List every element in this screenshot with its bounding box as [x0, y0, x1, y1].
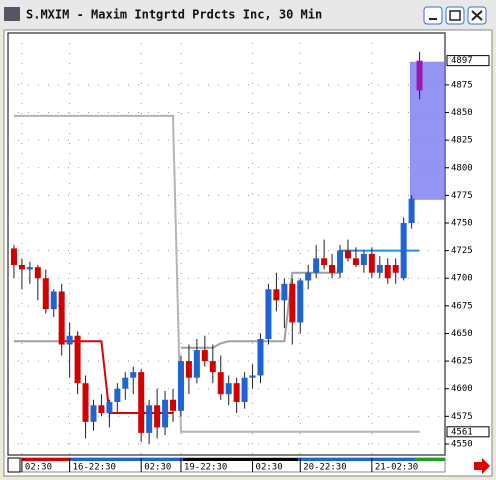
y-tick-label: 4725 [451, 246, 473, 256]
candle-body [193, 350, 200, 378]
session-stripe [415, 458, 445, 461]
price-marker [446, 55, 490, 67]
candle-body [106, 401, 113, 414]
candle-body [177, 361, 184, 411]
candle-body [233, 383, 240, 402]
y-tick-label: 4575 [451, 412, 473, 422]
candle-body [289, 283, 296, 323]
candle-body [352, 258, 359, 265]
x-tick-label: 02:30 [256, 463, 283, 473]
maximize-icon [449, 10, 461, 21]
scroll-box[interactable] [7, 457, 21, 473]
candle-body [50, 291, 57, 310]
y-tick-label: 4550 [451, 439, 473, 449]
candle-body [368, 253, 375, 273]
candle-body [416, 60, 423, 91]
candle-body [209, 361, 216, 373]
price-zone [410, 61, 445, 200]
candle-body [26, 267, 33, 270]
candle-body [344, 250, 351, 259]
x-tick-label: 16-22:30 [73, 463, 116, 473]
candle-body [257, 339, 264, 376]
y-tick-label: 4775 [451, 191, 473, 201]
y-tick-label: 4875 [451, 80, 473, 90]
candle-body [114, 388, 121, 402]
window-title: S.MXIM - Maxim Intgrtd Prdcts Inc, 30 Mi… [26, 8, 322, 22]
candle-body [305, 272, 312, 281]
candle-body [90, 405, 97, 422]
price-marker-label: 4561 [451, 427, 473, 437]
price-marker-label: 4897 [451, 56, 473, 66]
y-tick-label: 4850 [451, 108, 473, 118]
candle-body [241, 377, 248, 402]
candle-body [265, 289, 272, 340]
y-tick-label: 4600 [451, 384, 473, 394]
candle-body [329, 264, 336, 273]
candle-body [74, 335, 81, 384]
y-tick-label: 4675 [451, 301, 473, 311]
x-tick-label: 20-22:30 [303, 463, 346, 473]
candle-body [249, 375, 256, 378]
candle-body [185, 361, 192, 378]
candle-body [146, 405, 153, 433]
price-marker [446, 426, 490, 438]
candle-body [337, 250, 344, 273]
close-icon [471, 10, 483, 21]
candle-body [170, 399, 177, 411]
candle-body [130, 372, 137, 378]
y-tick-label: 4825 [451, 136, 473, 146]
y-tick-label: 4750 [451, 219, 473, 229]
candle-body [408, 198, 415, 224]
candle-body [42, 278, 49, 310]
x-tick-label: 02:30 [25, 463, 52, 473]
candle-body [384, 264, 391, 279]
candle-body [18, 264, 25, 270]
maximize-button[interactable] [445, 6, 465, 25]
candle-body [66, 335, 73, 345]
candle-body [225, 383, 232, 395]
candle-body [281, 283, 288, 301]
app-icon [4, 7, 20, 21]
trail-line [14, 114, 420, 433]
candle-body [10, 248, 17, 265]
candle-body [400, 223, 407, 279]
candle-body [82, 383, 89, 422]
candle-body [122, 377, 129, 389]
candle-body [58, 291, 65, 345]
session-stripe [70, 458, 183, 461]
candle-body [154, 405, 161, 428]
candle-body [34, 267, 41, 279]
session-stripe [22, 458, 70, 461]
y-tick-label: 4625 [451, 357, 473, 367]
x-tick-label: 02:30 [144, 463, 171, 473]
scroll-arrow[interactable] [474, 458, 490, 474]
y-tick-label: 4800 [451, 163, 473, 173]
x-tick-label: 21-02:30 [375, 463, 418, 473]
session-stripe [298, 458, 415, 461]
minimize-button[interactable] [423, 6, 443, 25]
candle-body [321, 258, 328, 265]
candle-body [217, 372, 224, 395]
y-tick-label: 4700 [451, 274, 473, 284]
candle-body [273, 289, 280, 301]
title-bar [0, 0, 496, 30]
candle-body [138, 372, 145, 433]
candle-body [313, 258, 320, 273]
candle-body [201, 350, 208, 362]
candle-body [162, 399, 169, 428]
candle-body [376, 264, 383, 273]
x-tick-label: 19-22:30 [184, 463, 227, 473]
y-tick-label: 4650 [451, 329, 473, 339]
candle-body [297, 280, 304, 323]
candle-body [360, 253, 367, 265]
candle-body [98, 405, 105, 414]
candle-body [392, 264, 399, 273]
session-stripe [183, 458, 298, 461]
